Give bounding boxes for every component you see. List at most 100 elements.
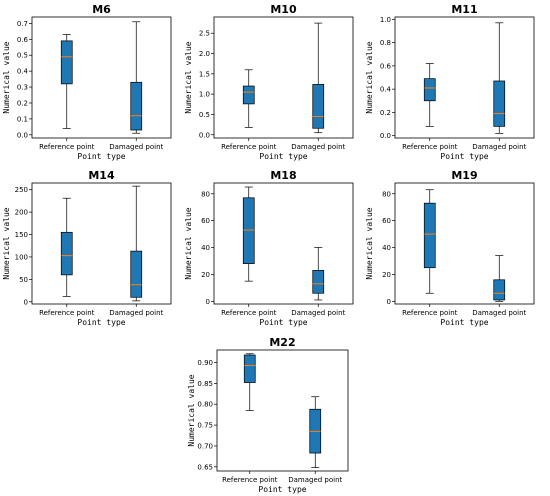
y-tick-label: 40 xyxy=(201,244,210,252)
y-tick-label: 150 xyxy=(15,231,28,239)
y-tick-label: 0.80 xyxy=(197,401,213,409)
y-tick-label: 0.0 xyxy=(380,132,391,140)
x-axis-label: Point type xyxy=(77,318,125,327)
chart-title: M14 xyxy=(88,169,115,182)
iqr-box xyxy=(60,231,73,276)
panel-m18: M18 0 20 40 60 80 Reference point Damaged point… xyxy=(184,169,354,327)
y-tick-label: 80 xyxy=(382,190,391,198)
y-tick-label: 2.0 xyxy=(199,50,210,58)
y-tick-label: 0.70 xyxy=(197,442,213,450)
y-tick-label: 1.0 xyxy=(199,91,210,99)
y-tick-label: 20 xyxy=(382,271,391,279)
x-axis-label: Point type xyxy=(440,152,488,161)
y-tick-label: 0 xyxy=(387,298,391,306)
x-axis-label: Point type xyxy=(77,152,125,161)
box-reference-point xyxy=(423,63,436,127)
chart-title: M19 xyxy=(451,169,477,182)
y-tick-label: 0 xyxy=(206,298,210,306)
y-tick-label: 2.5 xyxy=(199,30,210,38)
iqr-box xyxy=(312,270,325,294)
box-damaged-point xyxy=(312,247,325,301)
chart-title: M10 xyxy=(270,3,297,16)
x-tick-label: Damaged point xyxy=(288,476,342,484)
plot-frame xyxy=(394,16,535,139)
chart-title: M22 xyxy=(269,336,295,349)
x-tick-label: Reference point xyxy=(221,309,277,317)
y-axis-label: Numerical value xyxy=(187,374,196,446)
chart-title: M6 xyxy=(92,3,111,16)
y-tick-label: 0.5 xyxy=(17,52,28,60)
y-axis-label: Numerical value xyxy=(2,41,11,113)
y-tick-label: 50 xyxy=(19,276,28,284)
x-axis-label: Point type xyxy=(440,318,488,327)
y-tick-label: 0.0 xyxy=(17,131,28,139)
box-reference-point xyxy=(242,186,255,282)
iqr-box xyxy=(243,354,256,383)
x-tick-label: Reference point xyxy=(402,143,458,151)
iqr-box xyxy=(493,279,506,301)
box-damaged-point xyxy=(493,22,506,134)
y-tick-label: 0 xyxy=(24,298,28,306)
y-tick-label: 250 xyxy=(15,186,28,194)
y-tick-label: 0.3 xyxy=(17,84,28,92)
panel-m19: M19 0 20 40 60 80 Reference point Damaged point… xyxy=(365,169,535,327)
y-tick-label: 40 xyxy=(382,244,391,252)
plot-frame xyxy=(213,16,354,139)
panel-m10: M10 0.0 0.5 1.0 1.5 2.0 2.5 Reference point Dama… xyxy=(184,3,354,161)
y-tick-label: 0.4 xyxy=(17,68,29,76)
panel-m14: M14 0 50 100 150 200 250 Reference point Damaged… xyxy=(2,169,172,327)
y-tick-label: 0.6 xyxy=(380,62,392,70)
y-tick-label: 60 xyxy=(201,217,210,225)
panel-m6: M6 0.0 0.1 0.2 0.3 0.4 0.5 0.6 0.7 Reference poin… xyxy=(2,3,172,161)
chart-title: M18 xyxy=(270,169,296,182)
box-damaged-point xyxy=(493,255,506,302)
y-tick-label: 0.4 xyxy=(380,86,392,94)
chart-title: M11 xyxy=(451,3,477,16)
x-axis-label: Point type xyxy=(259,318,307,327)
x-tick-label: Damaged point xyxy=(472,309,526,317)
x-tick-label: Damaged point xyxy=(291,143,345,151)
y-tick-label: 0.6 xyxy=(17,36,29,44)
plot-frame xyxy=(31,16,172,139)
plot-frame xyxy=(213,182,354,305)
plot-frame xyxy=(31,182,172,305)
box-damaged-point xyxy=(130,21,143,134)
y-tick-label: 20 xyxy=(201,271,210,279)
x-tick-label: Reference point xyxy=(39,143,95,151)
x-tick-label: Damaged point xyxy=(109,143,163,151)
y-tick-label: 0.7 xyxy=(17,20,28,28)
y-tick-label: 0.65 xyxy=(197,463,213,471)
iqr-box xyxy=(130,81,143,131)
x-tick-label: Reference point xyxy=(222,476,278,484)
box-reference-point xyxy=(243,353,256,411)
y-axis-label: Numerical value xyxy=(184,207,193,279)
y-tick-label: 0.2 xyxy=(17,99,28,107)
box-reference-point xyxy=(423,189,436,294)
y-axis-label: Numerical value xyxy=(184,41,193,113)
plot-frame xyxy=(394,182,535,305)
y-tick-label: 60 xyxy=(382,217,391,225)
y-tick-label: 200 xyxy=(15,209,28,217)
iqr-box xyxy=(423,202,436,269)
y-tick-label: 0.8 xyxy=(380,39,391,47)
y-tick-label: 1.0 xyxy=(380,16,391,24)
box-reference-point xyxy=(242,69,255,128)
iqr-box xyxy=(130,250,143,298)
iqr-box xyxy=(493,80,506,127)
x-tick-label: Reference point xyxy=(221,143,277,151)
y-tick-label: 0.85 xyxy=(197,380,213,388)
iqr-box xyxy=(242,197,255,265)
x-tick-label: Reference point xyxy=(39,309,95,317)
x-tick-label: Reference point xyxy=(402,309,458,317)
x-tick-label: Damaged point xyxy=(472,143,526,151)
y-tick-label: 0.75 xyxy=(197,422,213,430)
x-axis-label: Point type xyxy=(258,485,306,494)
y-tick-label: 0.90 xyxy=(197,359,213,367)
iqr-box xyxy=(60,40,73,85)
x-tick-label: Damaged point xyxy=(109,309,163,317)
y-tick-label: 100 xyxy=(15,253,28,261)
plot-frame xyxy=(216,349,349,472)
box-reference-point xyxy=(60,34,73,129)
box-damaged-point xyxy=(309,396,322,469)
